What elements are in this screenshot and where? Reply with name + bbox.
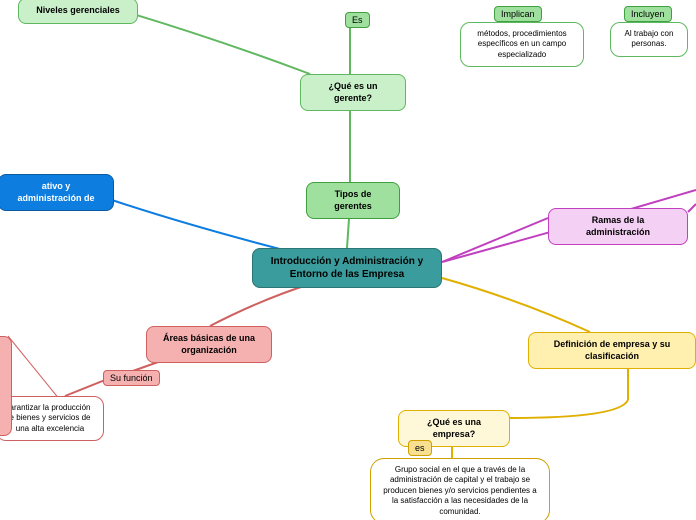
tag-label-es1: Es (352, 15, 363, 25)
tag-label-es2: es (415, 443, 425, 453)
node-ramas[interactable]: Ramas de la administración (548, 208, 688, 245)
tag-label-sufuncion: Su función (110, 373, 153, 383)
node-redbox[interactable] (0, 336, 12, 436)
node-label-grupo: Grupo social en el que a través de la ad… (381, 465, 539, 517)
node-label-tipos: Tipos de gerentes (317, 189, 389, 212)
node-defemp[interactable]: Definición de empresa y su clasificación (528, 332, 696, 369)
tag-es1: Es (345, 12, 370, 28)
node-admin[interactable]: ativo y administración de (0, 174, 114, 211)
node-label-garantizar: arantizar la producción e bienes y servi… (7, 403, 93, 434)
node-label-metodos: métodos, procedimientos específicos en u… (471, 29, 573, 60)
tag-incluyen: Incluyen (624, 6, 672, 22)
node-label-center: Introducción y Administración y Entorno … (263, 255, 431, 281)
node-center[interactable]: Introducción y Administración y Entorno … (252, 248, 442, 288)
node-label-niveles: Niveles gerenciales (36, 5, 120, 17)
tag-label-incluyen: Incluyen (631, 9, 665, 19)
node-tipos[interactable]: Tipos de gerentes (306, 182, 400, 219)
tag-sufuncion: Su función (103, 370, 160, 386)
node-label-areas: Áreas básicas de una organización (157, 333, 261, 356)
node-label-defemp: Definición de empresa y su clasificación (539, 339, 685, 362)
node-trabajo[interactable]: Al trabajo con personas. (610, 22, 688, 57)
node-label-ramas: Ramas de la administración (559, 215, 677, 238)
tag-implican: Implican (494, 6, 542, 22)
node-garantizar[interactable]: arantizar la producción e bienes y servi… (0, 396, 104, 441)
node-niveles[interactable]: Niveles gerenciales (18, 0, 138, 24)
node-label-gerente: ¿Qué es un gerente? (311, 81, 395, 104)
node-grupo[interactable]: Grupo social en el que a través de la ad… (370, 458, 550, 520)
tag-es2: es (408, 440, 432, 456)
node-label-trabajo: Al trabajo con personas. (621, 29, 677, 50)
tag-label-implican: Implican (501, 9, 535, 19)
node-gerente[interactable]: ¿Qué es un gerente? (300, 74, 406, 111)
node-areas[interactable]: Áreas básicas de una organización (146, 326, 272, 363)
node-metodos[interactable]: métodos, procedimientos específicos en u… (460, 22, 584, 67)
node-label-admin: ativo y administración de (9, 181, 103, 204)
node-label-queemp: ¿Qué es una empresa? (409, 417, 499, 440)
